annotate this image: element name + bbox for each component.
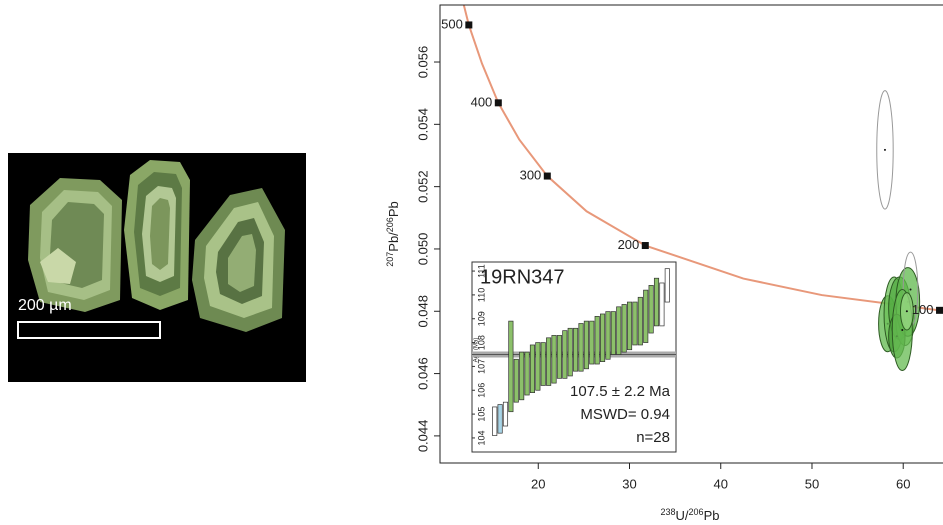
inset-annotation: 107.5 ± 2.2 Ma	[570, 383, 671, 400]
age-bar	[627, 302, 631, 350]
axis-title-part: 206	[385, 217, 395, 232]
age-bar	[536, 343, 540, 391]
age-bar	[519, 352, 523, 400]
axis-title-part: U/	[676, 508, 689, 523]
page: {"image": {"scale_label": "200 µm"}, "ch…	[0, 0, 943, 525]
y-tick-label: 105	[476, 407, 486, 422]
age-bar	[546, 338, 550, 386]
axis-title-part: Pb	[704, 508, 720, 523]
age-bar	[530, 345, 534, 393]
axis-title-part: 207	[385, 252, 395, 267]
x-axis-title: 238U/206Pb	[661, 507, 720, 523]
age-bar	[509, 321, 513, 412]
age-label: 100	[912, 302, 934, 317]
age-bar	[622, 304, 626, 352]
y-tick-label: 0.044	[415, 420, 430, 453]
x-tick-label: 20	[531, 476, 545, 491]
axis-title-part: Pb	[386, 201, 401, 217]
scale-label: 200 µm	[18, 297, 72, 314]
age-marker	[936, 307, 943, 314]
age-bar	[633, 302, 637, 345]
y-tick-label: 104	[476, 430, 486, 445]
age-marker	[544, 173, 551, 180]
age-bar	[644, 290, 648, 342]
analysis-point	[901, 329, 903, 331]
age-bar	[654, 278, 658, 326]
x-tick-label: 50	[805, 476, 819, 491]
analysis-point	[910, 288, 912, 290]
age-marker	[642, 242, 649, 249]
analysis-point	[884, 149, 886, 151]
cl-image: 200 µm	[8, 153, 306, 382]
age-bar	[525, 352, 529, 395]
age-bar	[498, 405, 502, 434]
age-bar	[541, 343, 545, 386]
age-bar	[600, 314, 604, 362]
age-bar	[568, 328, 572, 376]
age-bar	[552, 335, 556, 383]
age-bar	[611, 312, 615, 355]
age-marker	[495, 99, 502, 106]
y-tick-label: 110	[476, 288, 486, 302]
y-tick-label: 0.052	[415, 170, 430, 203]
y-tick-label: 109	[476, 311, 486, 326]
age-marker	[465, 21, 472, 28]
age-bar	[638, 297, 642, 345]
age-label: 500	[441, 16, 463, 31]
x-tick-label: 30	[622, 476, 636, 491]
y-tick-label: 0.054	[415, 108, 430, 141]
y-tick-label: 0.046	[415, 357, 430, 390]
age-bar	[595, 316, 599, 364]
age-label: 400	[471, 94, 493, 109]
axis-title-part: Pb/	[386, 232, 401, 252]
inset-annotation: n=28	[636, 429, 670, 446]
age-bar	[563, 331, 567, 379]
age-bar	[557, 335, 561, 378]
y-tick-label: 0.048	[415, 295, 430, 328]
inset-annotation: MSWD= 0.94	[580, 406, 670, 423]
y-axis-title: 207Pb/206Pb	[385, 201, 401, 266]
y-tick-label: 0.056	[415, 46, 430, 79]
y-tick-label: 106	[476, 383, 486, 398]
age-bar	[606, 312, 610, 360]
x-tick-label: 60	[896, 476, 910, 491]
x-tick-label: 40	[714, 476, 728, 491]
age-bar	[649, 285, 653, 333]
age-bar	[503, 402, 507, 426]
figure: 200 µm 238U/206Pb 207Pb/206Pb 5004003002…	[0, 0, 943, 525]
age-bar	[493, 407, 497, 436]
y-axis-title: Age (Ma)	[474, 338, 480, 363]
age-bar	[617, 307, 621, 355]
age-label: 300	[520, 167, 542, 182]
age-bar	[514, 359, 518, 402]
zircon-grain	[124, 160, 190, 310]
axis-title-part: 238	[661, 507, 676, 517]
age-bar	[590, 321, 594, 364]
age-bar	[665, 269, 669, 302]
age-bar	[573, 328, 577, 371]
age-bar	[584, 321, 588, 369]
analysis-point	[906, 310, 908, 312]
age-bar	[660, 283, 664, 326]
zircon-grain	[28, 178, 122, 312]
age-bar	[579, 324, 583, 372]
age-label: 200	[618, 237, 640, 252]
inset-title: 19RN347	[480, 266, 565, 288]
y-tick-label: 0.050	[415, 233, 430, 266]
axis-title-part: 206	[689, 507, 704, 517]
